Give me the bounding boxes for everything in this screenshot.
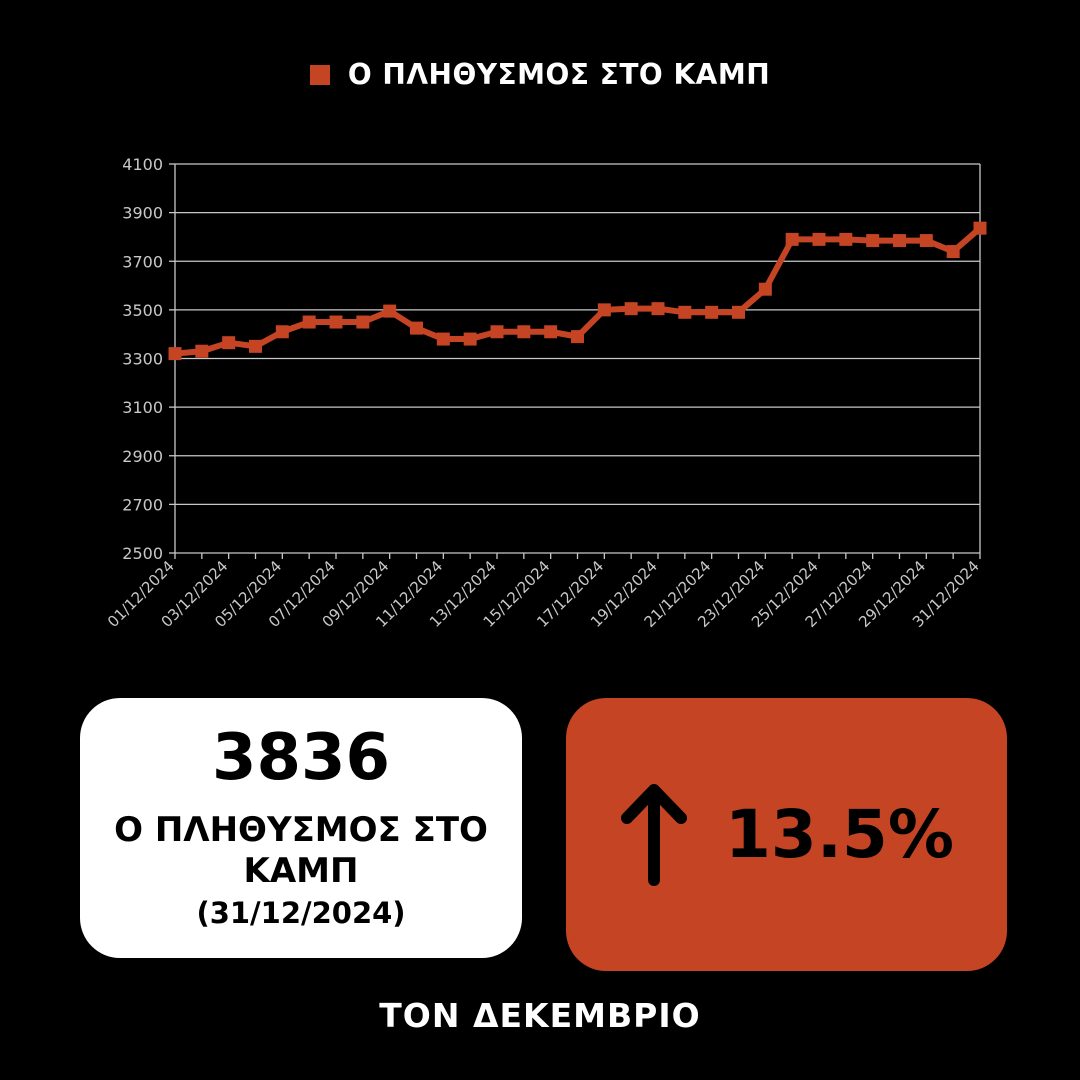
chart-gridlines (175, 163, 980, 554)
y-tick-label: 3900 (122, 204, 163, 223)
data-point (356, 315, 370, 329)
data-point (329, 315, 343, 329)
data-point (866, 234, 880, 248)
data-point (436, 332, 450, 346)
total-population-label: Ο ΠΛΗΘΥΣΜΟΣ ΣΤΟ ΚΑΜΠ (114, 810, 488, 891)
legend-marker-icon (309, 64, 330, 85)
data-point (544, 325, 558, 339)
data-point (490, 325, 504, 339)
y-tick-label: 3500 (122, 301, 163, 320)
data-point (302, 315, 316, 329)
data-point (571, 330, 584, 344)
y-tick-label: 2900 (122, 447, 163, 466)
data-point (624, 302, 638, 316)
y-tick-label: 2700 (122, 495, 163, 514)
y-tick-label: 4100 (122, 155, 163, 174)
percent-change-card: 13.5% (566, 698, 1007, 971)
data-point (919, 234, 933, 248)
data-point (517, 325, 531, 339)
total-population-card: 3836 Ο ΠΛΗΘΥΣΜΟΣ ΣΤΟ ΚΑΜΠ (31/12/2024) (80, 698, 522, 958)
data-point (758, 282, 772, 296)
data-point (249, 339, 262, 353)
data-point (463, 332, 477, 346)
total-population-date: (31/12/2024) (196, 895, 406, 930)
data-point (893, 234, 906, 248)
data-point (410, 321, 423, 335)
percent-change-value: 13.5% (725, 796, 954, 873)
data-point (168, 347, 182, 361)
data-point (785, 232, 799, 246)
data-point (275, 325, 289, 339)
chart-series (168, 221, 987, 361)
y-tick-label: 3300 (122, 350, 163, 369)
arrow-up-icon (621, 783, 687, 886)
footer-caption: ΤΟΝ ΔΕΚΕΜΒΡΙΟ (379, 996, 701, 1035)
data-point (222, 336, 236, 350)
y-tick-label: 3100 (122, 398, 163, 417)
data-point (705, 305, 719, 319)
data-point (383, 304, 397, 318)
legend-label: Ο ΠΛΗΘΥΣΜΟΣ ΣΤΟ ΚΑΜΠ (347, 58, 771, 91)
y-tick-label: 3700 (122, 252, 163, 271)
data-point (946, 245, 960, 259)
total-population-value: 3836 (211, 721, 391, 796)
chart-axes: 25002700290031003300350037003900410001/1… (104, 155, 983, 631)
data-point (651, 302, 665, 316)
data-point (195, 344, 209, 358)
data-point (839, 232, 853, 246)
data-point (732, 305, 745, 319)
data-point (812, 232, 826, 246)
y-tick-label: 2500 (122, 544, 163, 563)
chart-legend: Ο ΠΛΗΘΥΣΜΟΣ ΣΤΟ ΚΑΜΠ (0, 58, 1080, 91)
data-point (678, 305, 692, 319)
line-chart: 25002700290031003300350037003900410001/1… (104, 155, 987, 631)
data-point (973, 221, 987, 235)
data-point (597, 303, 611, 317)
